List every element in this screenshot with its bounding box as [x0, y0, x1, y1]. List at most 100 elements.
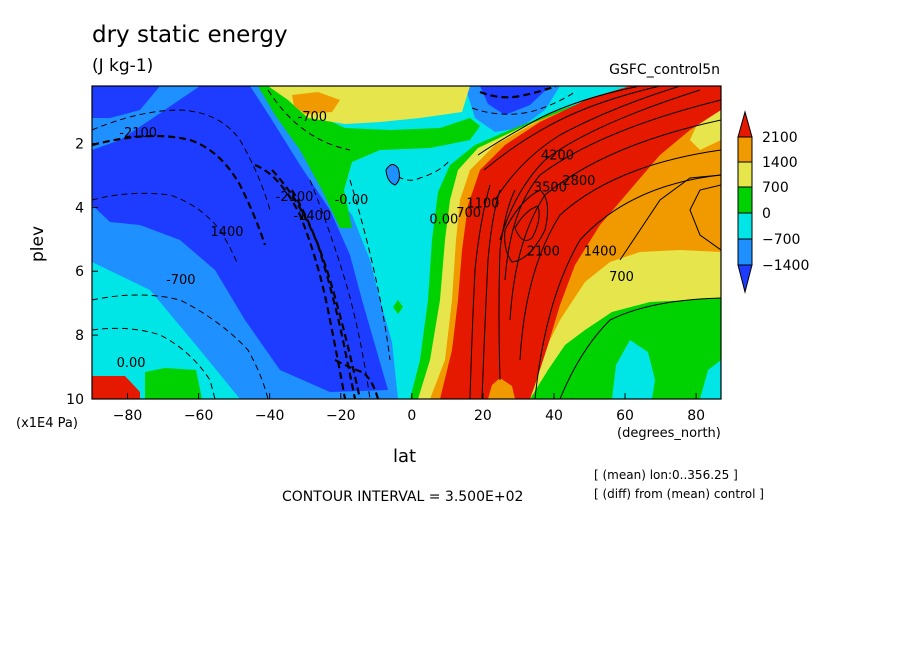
y-tick-label: 10 — [66, 392, 84, 408]
x-tick-label: −20 — [326, 408, 356, 424]
y-tick-label: 2 — [75, 136, 84, 152]
x-axis-units: (degrees_north) — [617, 426, 721, 441]
contour-line — [499, 89, 701, 241]
contour-label: 1400 — [210, 225, 243, 240]
band-blue-south-2 — [92, 86, 160, 118]
note-diff: [ (diff) from (mean) control ] — [594, 487, 764, 501]
contour-line — [483, 86, 661, 171]
colorbar-cap-bottom — [737, 264, 753, 294]
contour-label: -0.00 — [335, 193, 369, 208]
band-red-north — [440, 86, 721, 399]
x-tick-label: −80 — [113, 408, 143, 424]
contour-label: -700 — [298, 110, 328, 125]
contour-line — [469, 184, 491, 399]
y-axis-label: plev — [28, 225, 48, 262]
contour-line — [504, 189, 549, 263]
contour-patch-green — [393, 300, 403, 314]
contour-label: -1400 — [293, 209, 331, 224]
x-tick-label: −40 — [255, 408, 285, 424]
band-green-tongue — [258, 86, 480, 228]
contour-line — [534, 174, 721, 399]
contour-line-dashed — [471, 91, 576, 115]
colorbar-box-1400 — [737, 161, 753, 188]
contour-patch-blue — [385, 164, 400, 186]
contour-label: 2800 — [562, 174, 595, 189]
contour-line — [504, 99, 721, 281]
filled-contours — [92, 86, 721, 399]
x-tick-label: 0 — [407, 408, 416, 424]
x-axis-label: lat — [393, 446, 417, 467]
contour-line — [519, 149, 721, 361]
x-tick-label: 80 — [687, 408, 705, 424]
contour-label: 0.00 — [429, 212, 458, 227]
chart-units: (J kg-1) — [92, 56, 154, 76]
contour-label: 3500 — [534, 180, 567, 195]
band-cyan-north-2 — [700, 360, 721, 399]
contour-line-dashed — [92, 109, 271, 211]
note-mean-lon: [ (mean) lon:0..356.25 ] — [594, 468, 738, 482]
contour-line-dashed — [92, 327, 216, 399]
contour-line-dashed — [92, 134, 267, 246]
colorbar-label: 1400 — [762, 155, 798, 171]
dataset-label: GSFC_control5n — [609, 62, 720, 78]
contour-label: -700 — [166, 273, 196, 288]
band-cyan-north-1 — [612, 340, 655, 399]
contour-labels: -2100 -700 -2100 -1400 -0.00 1400 -700 0.00 0.00… — [117, 110, 634, 371]
contour-line-dashed — [254, 163, 347, 399]
colorbar-label: −700 — [762, 232, 800, 248]
contour-label: 0.00 — [117, 356, 146, 371]
contour-label: 4200 — [541, 148, 574, 163]
contour-line — [481, 189, 501, 399]
colorbar-labels: 2100 1400 700 0 −700 −1400 — [762, 130, 809, 274]
colorbar-label: 0 — [762, 206, 771, 222]
contour-label: -2100 — [276, 190, 314, 205]
colorbar-label: 2100 — [762, 130, 798, 146]
band-orange-patch — [488, 378, 515, 399]
y-axis-units: (x1E4 Pa) — [16, 416, 78, 431]
contour-line — [689, 184, 721, 251]
contour-label: 2100 — [527, 244, 560, 259]
contour-label: -2100 — [119, 126, 157, 141]
y-tick-label: 8 — [75, 328, 84, 344]
contour-line — [559, 297, 721, 399]
colorbar-box-2100 — [737, 136, 753, 163]
plot-frame — [91, 85, 722, 400]
axis-ticks: −80 −60 −40 −20 0 20 40 60 80 2 4 6 8 10 — [66, 136, 705, 424]
band-orange-top — [292, 92, 340, 114]
colorbar-cap-top — [737, 110, 753, 138]
x-tick-label: 40 — [545, 408, 563, 424]
colorbar-label: 700 — [762, 180, 789, 196]
y-tick-label: 6 — [75, 264, 84, 280]
chart-title: dry static energy — [92, 22, 288, 48]
band-blue-south — [92, 86, 388, 392]
contour-label: 700 — [456, 206, 481, 221]
contour-line — [498, 189, 516, 381]
colorbar-box-neg700 — [737, 238, 753, 266]
contour-line-dashed — [92, 294, 269, 399]
contour-interval: CONTOUR INTERVAL = 3.500E+02 — [282, 489, 524, 505]
contour-line-dashed — [291, 189, 362, 399]
contour-lines — [92, 86, 721, 399]
contour-line-dashed — [349, 179, 391, 361]
colorbar-box-700 — [737, 186, 753, 214]
contour-label: 1100 — [466, 196, 499, 211]
band-green-sw — [145, 368, 202, 399]
contour-line — [619, 174, 721, 261]
contour-line — [477, 86, 641, 156]
contour-line-dashed — [309, 179, 371, 399]
contour-label: 1400 — [584, 244, 617, 259]
x-tick-label: 60 — [616, 408, 634, 424]
contour-line-dashed — [334, 359, 380, 399]
x-tick-label: 20 — [474, 408, 492, 424]
contour-line — [494, 86, 681, 201]
contour-line-dashed — [267, 89, 351, 151]
colorbar-label: −1400 — [762, 258, 809, 274]
contour-line — [509, 119, 721, 321]
contour-label: 700 — [609, 270, 634, 285]
contour-line-dashed — [479, 86, 557, 99]
x-tick-label: −60 — [184, 408, 214, 424]
colorbar: 2100 1400 700 0 −700 −1400 — [737, 110, 809, 294]
contour-line-dashed — [92, 192, 239, 266]
colorbar-box-0 — [737, 212, 753, 240]
band-blue-top — [480, 86, 550, 115]
